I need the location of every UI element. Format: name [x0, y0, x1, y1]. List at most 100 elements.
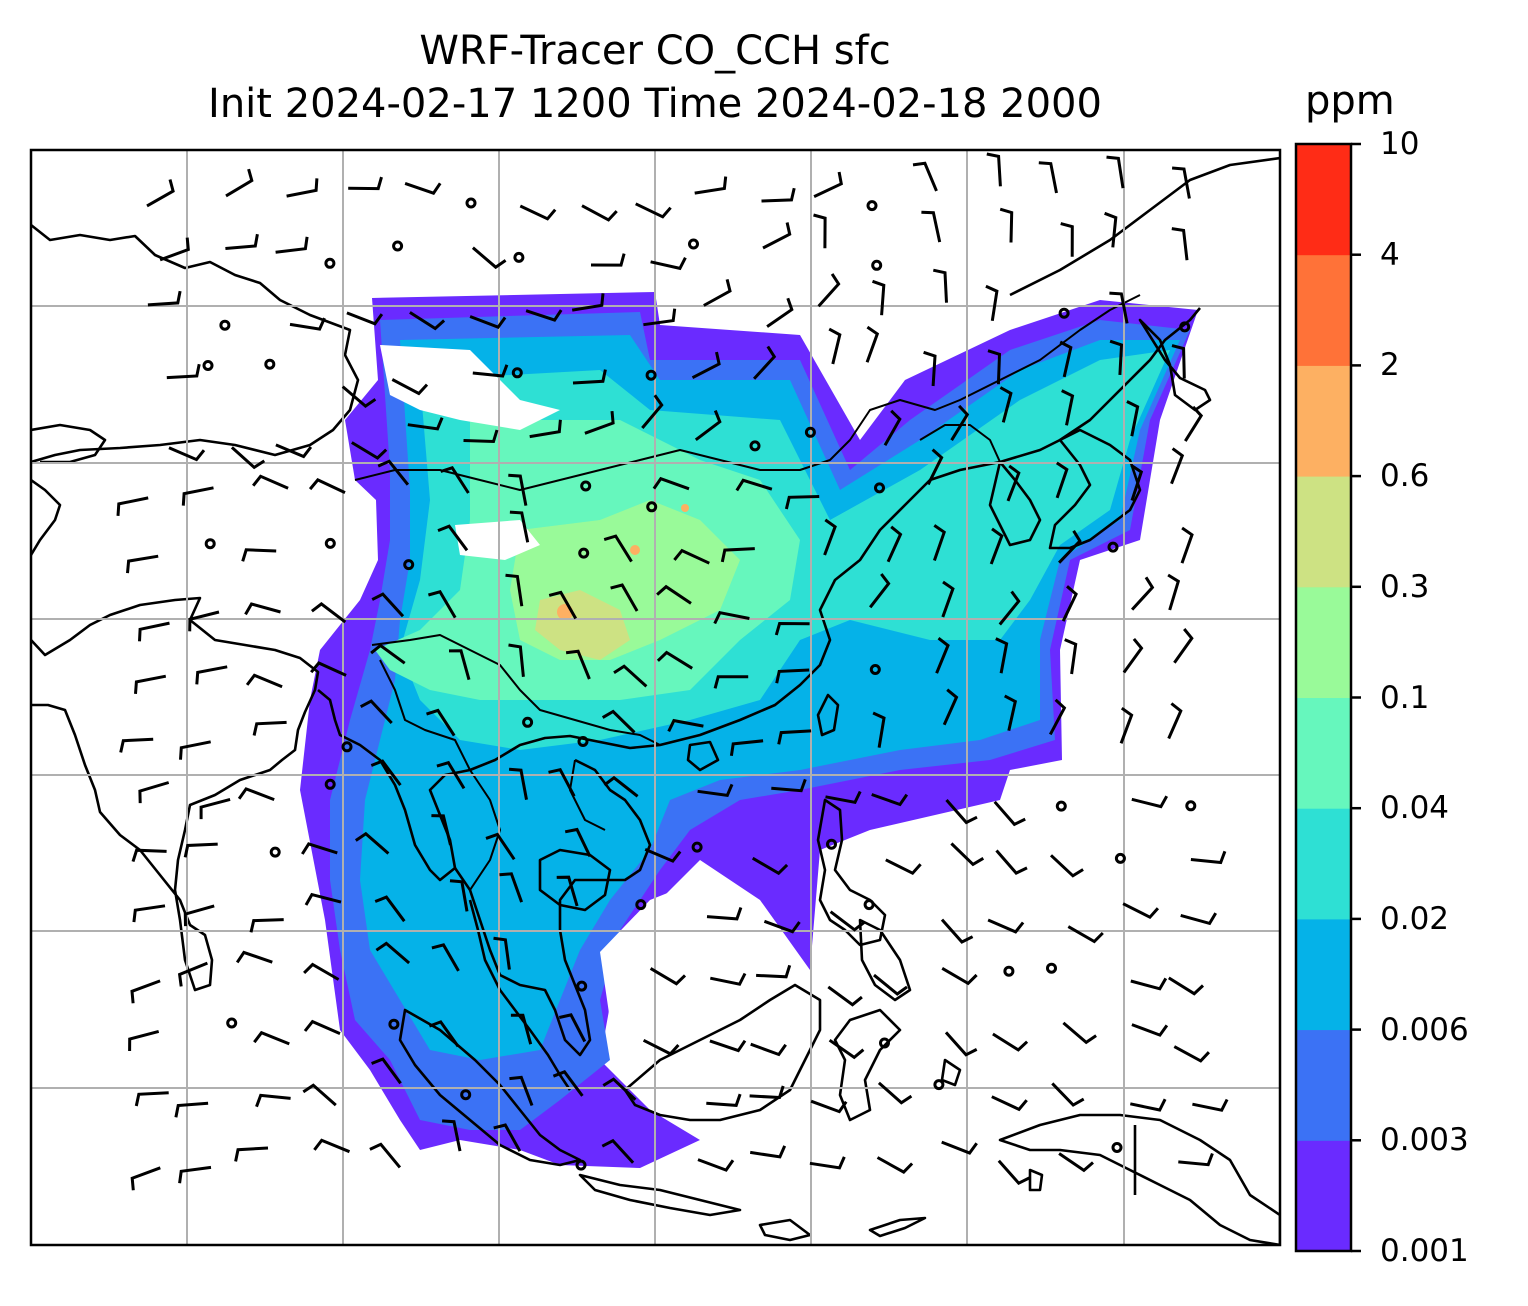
wind-barb — [603, 775, 639, 798]
field-level-06 — [681, 504, 689, 512]
wind-barb — [519, 204, 557, 221]
calm-wind-marker — [226, 1017, 238, 1029]
coastline — [940, 1058, 962, 1087]
wind-barb — [1173, 628, 1194, 664]
wind-barb — [649, 967, 687, 986]
coastline — [988, 460, 1042, 547]
wind-barb — [252, 720, 287, 736]
wind-barb — [643, 308, 677, 327]
wind-barb — [1190, 850, 1227, 865]
wind-barb — [138, 621, 170, 642]
coastline — [686, 740, 720, 772]
map-frame — [29, 148, 1282, 1247]
calm-wind-marker — [465, 197, 477, 209]
coastline — [623, 983, 822, 1122]
calm-wind-marker — [1003, 965, 1015, 977]
wind-barb — [869, 573, 891, 609]
colorbar-segment — [1296, 918, 1351, 1031]
wind-barb — [1104, 211, 1118, 248]
wind-barb — [885, 858, 922, 876]
wind-barb — [225, 168, 254, 198]
colorbar-segment — [1296, 254, 1351, 366]
wind-barb — [241, 548, 277, 562]
wind-barb — [234, 1146, 269, 1162]
colorbar-tick-label: 0.001 — [1380, 1233, 1469, 1269]
wind-barb — [876, 1156, 914, 1174]
coastline — [758, 1218, 812, 1242]
wind-barb — [529, 419, 562, 439]
wind-barb — [1122, 637, 1144, 674]
wind-barb — [472, 364, 509, 378]
wind-barb — [1051, 1082, 1085, 1107]
colorbar-segment — [1296, 697, 1351, 809]
calm-wind-marker — [403, 559, 415, 571]
wind-barb — [823, 518, 837, 556]
wind-barb — [404, 181, 442, 195]
wind-barb — [1060, 222, 1074, 257]
wind-barb — [1192, 1098, 1229, 1112]
wind-barb — [230, 446, 266, 470]
wind-barb — [667, 718, 704, 733]
colorbar-segment — [1296, 1140, 1351, 1252]
wind-barb — [237, 787, 275, 802]
wind-barb — [1131, 1023, 1169, 1037]
wind-barb — [409, 311, 446, 331]
coastline — [816, 798, 887, 947]
colorbar-segment — [1296, 476, 1351, 588]
wind-barb — [829, 910, 865, 932]
wind-barb — [565, 649, 591, 680]
wind-barb — [703, 279, 732, 307]
wind-barb — [509, 1075, 534, 1107]
wind-barb — [493, 1123, 522, 1152]
wind-barb — [428, 590, 457, 619]
calm-wind-marker — [826, 838, 837, 850]
wind-barb — [774, 621, 810, 636]
wind-barb — [590, 253, 626, 267]
wind-barb — [749, 1145, 787, 1159]
wind-barb — [448, 649, 471, 681]
wind-barb — [828, 1038, 865, 1060]
wind-barb — [777, 729, 812, 745]
coastline — [468, 899, 572, 1091]
calm-wind-marker — [1058, 307, 1070, 319]
calm-wind-marker — [511, 367, 523, 379]
wind-barb — [752, 345, 777, 380]
calm-wind-marker — [1107, 541, 1119, 553]
wind-barb — [635, 202, 672, 219]
wind-barb — [1184, 405, 1204, 442]
wind-barb — [564, 827, 592, 858]
calm-wind-marker — [575, 1159, 587, 1171]
wind-barb — [131, 848, 167, 863]
wind-barb — [1130, 464, 1144, 501]
wind-barb — [428, 1020, 460, 1048]
wind-barb — [1106, 155, 1125, 189]
wind-barb — [346, 311, 384, 326]
wind-barb — [374, 895, 406, 923]
calm-wind-marker — [804, 426, 816, 438]
wind-barb — [1180, 912, 1217, 926]
field-level-06 — [630, 545, 640, 555]
wind-barb — [134, 1091, 169, 1107]
wind-barb — [1003, 694, 1018, 732]
colorbar-segment — [1296, 365, 1351, 477]
wind-barb — [995, 849, 1028, 875]
colorbar-segment — [1296, 1029, 1351, 1141]
wind-barb — [310, 602, 347, 624]
colorbar — [1294, 142, 1361, 1253]
wind-barb — [1167, 702, 1183, 740]
calm-wind-marker — [1046, 962, 1057, 974]
wind-barb — [673, 548, 710, 565]
colorbar-tick-label: 0.1 — [1380, 679, 1430, 716]
wind-barb — [179, 740, 211, 760]
calm-wind-marker — [580, 480, 592, 492]
wind-barb — [997, 1159, 1031, 1186]
wind-barb — [1006, 464, 1021, 502]
wind-barb — [1064, 638, 1078, 675]
wind-barb — [440, 466, 470, 494]
wind-barb — [1122, 902, 1160, 920]
wind-barb — [999, 207, 1014, 243]
wind-barb — [991, 1095, 1028, 1112]
calm-wind-marker — [576, 980, 588, 992]
wind-barb — [865, 325, 880, 363]
wind-barb — [244, 602, 281, 616]
